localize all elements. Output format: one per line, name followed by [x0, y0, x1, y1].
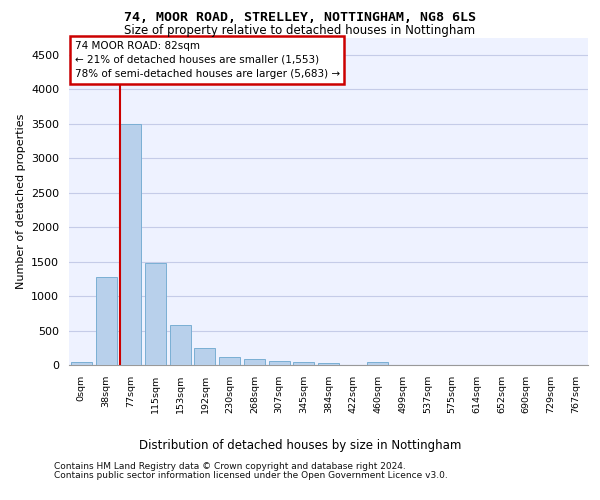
Bar — [269, 361, 290, 365]
Bar — [95, 278, 116, 365]
Text: Contains HM Land Registry data © Crown copyright and database right 2024.: Contains HM Land Registry data © Crown c… — [54, 462, 406, 471]
Bar — [145, 263, 166, 365]
Bar — [244, 360, 265, 365]
Text: Size of property relative to detached houses in Nottingham: Size of property relative to detached ho… — [124, 24, 476, 37]
Text: Distribution of detached houses by size in Nottingham: Distribution of detached houses by size … — [139, 440, 461, 452]
Bar — [194, 348, 215, 365]
Bar — [219, 356, 240, 365]
Y-axis label: Number of detached properties: Number of detached properties — [16, 114, 26, 289]
Bar — [318, 362, 339, 365]
Text: 74 MOOR ROAD: 82sqm
← 21% of detached houses are smaller (1,553)
78% of semi-det: 74 MOOR ROAD: 82sqm ← 21% of detached ho… — [74, 41, 340, 79]
Bar — [293, 362, 314, 365]
Bar — [71, 362, 92, 365]
Bar — [170, 325, 191, 365]
Bar — [367, 362, 388, 365]
Text: 74, MOOR ROAD, STRELLEY, NOTTINGHAM, NG8 6LS: 74, MOOR ROAD, STRELLEY, NOTTINGHAM, NG8… — [124, 11, 476, 24]
Text: Contains public sector information licensed under the Open Government Licence v3: Contains public sector information licen… — [54, 471, 448, 480]
Bar — [120, 124, 141, 365]
